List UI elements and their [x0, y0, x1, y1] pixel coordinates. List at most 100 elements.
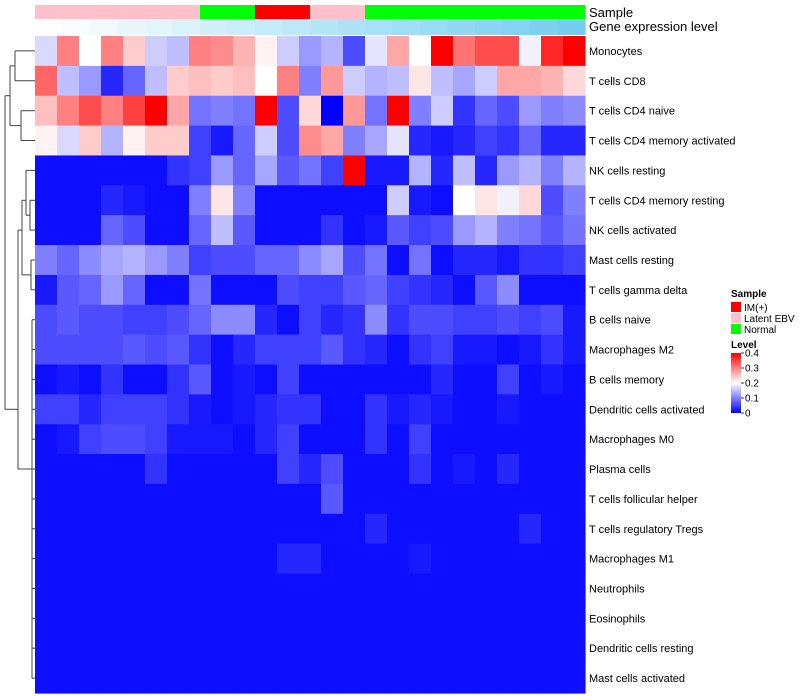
heatmap-cell	[145, 364, 168, 395]
heatmap-cell	[255, 185, 278, 216]
heatmap-cell	[211, 603, 234, 634]
heatmap-cell	[563, 633, 586, 664]
heatmap-cell	[475, 454, 498, 485]
heatmap-cell	[387, 65, 410, 97]
heatmap-cell	[475, 36, 498, 67]
heatmap-cell	[409, 543, 432, 575]
heatmap-cell	[167, 95, 190, 127]
heatmap-cell	[541, 155, 564, 186]
heatmap-cell	[189, 95, 212, 127]
heatmap-cell	[145, 513, 168, 545]
heatmap-cell	[453, 483, 476, 515]
heatmap-cell	[233, 454, 256, 485]
heatmap-cell	[343, 364, 366, 395]
heatmap-cell	[167, 125, 190, 157]
expression-annotation-cell	[337, 19, 366, 35]
row-labels: Monocytes T cells CD8 T cells CD4 naive T c…	[589, 46, 736, 685]
legend-label-latent-ebv: Latent EBV	[744, 314, 795, 325]
heatmap-cell	[497, 65, 520, 97]
row-label: Dendritic cells activated	[589, 404, 705, 416]
heatmap-cell	[343, 573, 366, 605]
heatmap-cell	[123, 155, 146, 186]
heatmap-cell	[233, 65, 256, 97]
heatmap-cell	[299, 364, 322, 395]
heatmap-cell	[255, 663, 278, 694]
heatmap-cell	[211, 155, 234, 186]
heatmap-cell	[167, 513, 190, 545]
heatmap-cell	[233, 603, 256, 634]
heatmap-cell	[79, 454, 102, 485]
heatmap-cell	[255, 454, 278, 485]
sample-annotation-cell	[62, 5, 91, 19]
heatmap-cell	[453, 663, 476, 694]
heatmap-cell	[35, 65, 58, 97]
heatmap-cell	[453, 274, 476, 306]
row-label: Macrophages M1	[589, 554, 674, 566]
heatmap-cell	[431, 185, 454, 216]
heatmap-cell	[365, 185, 388, 216]
heatmap-cell	[101, 364, 124, 395]
heatmap-cell	[409, 663, 432, 694]
heatmap-cell	[35, 573, 58, 605]
heatmap-cell	[101, 304, 124, 336]
heatmap-cell	[277, 304, 300, 336]
heatmap-cell	[189, 334, 212, 366]
heatmap-cell	[233, 543, 256, 575]
heatmap-cell	[541, 185, 564, 216]
heatmap-cell	[343, 513, 366, 545]
heatmap-cell	[145, 603, 168, 634]
heatmap-cell	[255, 274, 278, 306]
row-label: T cells CD4 naive	[589, 106, 675, 118]
legend-swatch-im	[731, 302, 741, 312]
heatmap-cell	[123, 394, 146, 425]
heatmap-cell	[277, 155, 300, 186]
heatmap-cell	[497, 274, 520, 306]
heatmap-cell	[123, 364, 146, 395]
heatmap-cell	[255, 95, 278, 127]
heatmap-cell	[387, 125, 410, 157]
heatmap-cell	[101, 185, 124, 216]
heatmap-cell	[541, 334, 564, 366]
heatmap-cell	[233, 155, 256, 186]
heatmap-cell	[343, 185, 366, 216]
heatmap-cell	[431, 245, 454, 276]
heatmap-cell	[563, 663, 586, 694]
heatmap-cell	[343, 245, 366, 276]
heatmap-cell	[453, 454, 476, 485]
heatmap-cell	[167, 274, 190, 306]
heatmap-cell	[211, 513, 234, 545]
heatmap-cell	[431, 633, 454, 664]
heatmap-cell	[57, 334, 80, 366]
heatmap-cell	[475, 663, 498, 694]
heatmap-cell	[519, 633, 542, 664]
heatmap-cell	[321, 513, 344, 545]
heatmap-cell	[123, 215, 146, 246]
heatmap-cell	[57, 125, 80, 157]
heatmap-cell	[409, 245, 432, 276]
heatmap-cell	[563, 424, 586, 455]
heatmap-cell	[519, 454, 542, 485]
expression-annotation-cell	[530, 19, 559, 35]
heatmap-cell	[277, 95, 300, 127]
heatmap-cell	[211, 334, 234, 366]
heatmap-cell	[255, 513, 278, 545]
expression-annotation-cell	[62, 19, 91, 35]
heatmap-cell	[475, 245, 498, 276]
expression-annotation-bar	[35, 19, 586, 35]
heatmap-cell	[79, 185, 102, 216]
heatmap-cell	[101, 424, 124, 455]
heatmap-cell	[475, 603, 498, 634]
heatmap-cell	[101, 513, 124, 545]
heatmap-cell	[35, 603, 58, 634]
sample-annotation-cell	[420, 5, 449, 19]
heatmap-cell	[409, 364, 432, 395]
heatmap-cell	[387, 304, 410, 336]
heatmap-cell	[189, 245, 212, 276]
heatmap-cell	[189, 543, 212, 575]
heatmap-cell	[343, 424, 366, 455]
heatmap-cell	[365, 125, 388, 157]
heatmap-cell	[453, 125, 476, 157]
heatmap-cell	[321, 155, 344, 186]
heatmap-cell	[233, 483, 256, 515]
level-color-scale	[731, 353, 741, 413]
